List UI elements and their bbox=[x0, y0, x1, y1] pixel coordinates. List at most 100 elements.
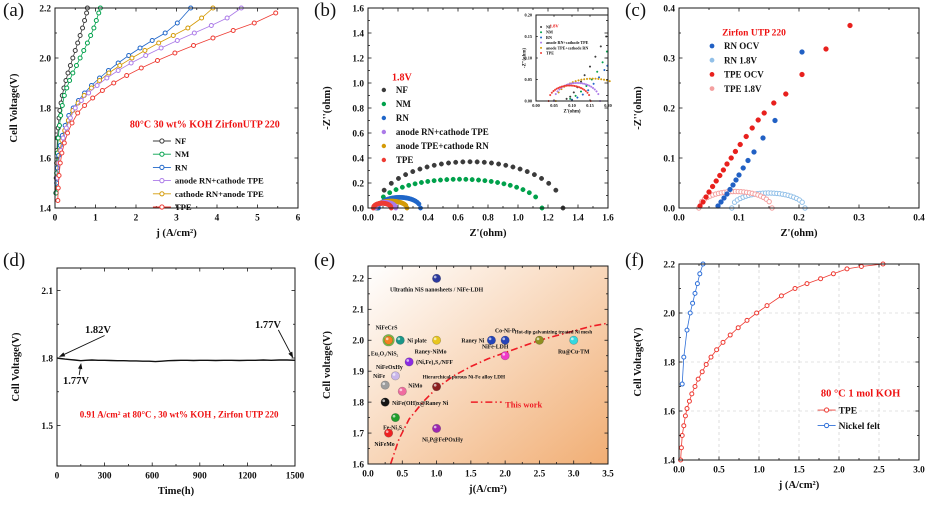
svg-text:Cell Voltage(V): Cell Voltage(V) bbox=[9, 73, 20, 143]
svg-text:RN: RN bbox=[175, 162, 188, 172]
svg-text:0.05: 0.05 bbox=[524, 77, 532, 82]
panel-c-label: (c) bbox=[625, 0, 647, 21]
svg-text:0.3: 0.3 bbox=[663, 54, 675, 64]
svg-text:1.9: 1.9 bbox=[352, 367, 364, 377]
svg-text:TPE: TPE bbox=[396, 155, 414, 165]
svg-text:1.2: 1.2 bbox=[352, 54, 364, 64]
svg-text:0.10: 0.10 bbox=[568, 103, 576, 108]
svg-text:2: 2 bbox=[134, 214, 139, 224]
svg-text:Cell voltage(V): Cell voltage(V) bbox=[322, 331, 333, 399]
svg-text:TPE: TPE bbox=[546, 50, 554, 55]
svg-text:0.2: 0.2 bbox=[352, 179, 364, 189]
svg-text:0.0: 0.0 bbox=[362, 470, 374, 480]
svg-text:2.1: 2.1 bbox=[41, 287, 53, 297]
panel-e: (e) Ultrathin NiS nanosheets / NiFe-LDH E… bbox=[311, 250, 622, 526]
svg-text:2.5: 2.5 bbox=[534, 470, 546, 480]
svg-text:Eu₂O₃/NiS₂: Eu₂O₃/NiS₂ bbox=[371, 351, 399, 357]
svg-text:1.6: 1.6 bbox=[352, 4, 364, 14]
svg-text:NM: NM bbox=[546, 30, 553, 35]
svg-text:1.6: 1.6 bbox=[602, 214, 614, 224]
svg-text:1.77V: 1.77V bbox=[255, 320, 281, 331]
svg-text:2.5: 2.5 bbox=[873, 466, 885, 476]
svg-text:0.4: 0.4 bbox=[352, 154, 364, 164]
svg-text:Fe-Ni₃S₂: Fe-Ni₃S₂ bbox=[383, 426, 404, 432]
panel-b: (b) 0.0 0.2 0.4 0.6 0.8 1.0 1.2 1.4 1.6 0.0 0.2 0.4… bbox=[311, 0, 622, 250]
svg-text:NiMo: NiMo bbox=[408, 383, 422, 389]
svg-text:Ni plate: Ni plate bbox=[407, 338, 427, 344]
svg-text:Nickel felt: Nickel felt bbox=[839, 422, 881, 432]
svg-text:1.4: 1.4 bbox=[572, 214, 584, 224]
svg-text:NiFe(OH)x@Raney Ni: NiFe(OH)x@Raney Ni bbox=[392, 400, 448, 407]
svg-text:1.0: 1.0 bbox=[352, 79, 364, 89]
svg-text:1.8V: 1.8V bbox=[550, 23, 560, 28]
panel-f-chart: 0.0 0.5 1.0 1.5 2.0 2.5 3.0 1.4 1.6 1.8 2.0 2.2 j (A… bbox=[633, 260, 925, 491]
svg-text:TPE: TPE bbox=[175, 202, 192, 212]
svg-text:Zirfon UTP 220: Zirfon UTP 220 bbox=[722, 28, 786, 38]
svg-text:3.5: 3.5 bbox=[602, 470, 614, 480]
svg-text:0.3: 0.3 bbox=[853, 214, 865, 224]
panel-a-chart: 0 1 2 3 4 5 6 1.4 1.6 1.8 2.0 2.2 j (A/cm²) Cell Volt… bbox=[9, 4, 301, 239]
svg-text:0.2: 0.2 bbox=[392, 214, 404, 224]
svg-text:cathode RN+anode TPE: cathode RN+anode TPE bbox=[175, 189, 264, 199]
svg-text:Z'(ohm): Z'(ohm) bbox=[563, 110, 580, 115]
svg-text:1.7: 1.7 bbox=[352, 429, 364, 439]
panel-b-label: (b) bbox=[314, 0, 337, 21]
svg-text:TPE: TPE bbox=[839, 406, 857, 416]
svg-text:Cell Voltage(V): Cell Voltage(V) bbox=[11, 332, 22, 402]
svg-text:anode RN+cathode TPE: anode RN+cathode TPE bbox=[175, 176, 264, 186]
svg-text:1.6: 1.6 bbox=[352, 460, 364, 470]
svg-text:0.0: 0.0 bbox=[362, 214, 374, 224]
svg-text:2.0: 2.0 bbox=[499, 470, 511, 480]
svg-text:0.1: 0.1 bbox=[733, 214, 745, 224]
panel-d: (d) 0 300 600 900 1200 1500 1.5 1.8 2.1 Time(h) Ce… bbox=[0, 250, 311, 526]
svg-text:anode RN+cathode TPE: anode RN+cathode TPE bbox=[546, 40, 589, 45]
svg-text:2.0: 2.0 bbox=[39, 54, 51, 64]
svg-text:1: 1 bbox=[93, 214, 98, 224]
svg-text:Hot-dip galvanizing treated Ni: Hot-dip galvanizing treated Ni mesh bbox=[515, 330, 593, 335]
svg-text:1.0: 1.0 bbox=[431, 470, 443, 480]
svg-text:anode TPE+cathode RN: anode TPE+cathode RN bbox=[546, 45, 588, 50]
svg-text:NiFeMo: NiFeMo bbox=[374, 442, 394, 448]
panel-c-chart: 0.0 0.1 0.2 0.3 0.4 0.0 0.1 0.2 0.3 0.4 Z'(ohm) -Z'… bbox=[633, 4, 925, 239]
svg-text:RN OCV: RN OCV bbox=[724, 41, 760, 51]
svg-text:1.6: 1.6 bbox=[663, 407, 675, 417]
svg-text:2.0: 2.0 bbox=[352, 337, 364, 347]
svg-text:1.82V: 1.82V bbox=[85, 325, 111, 336]
svg-text:j(A/cm²): j(A/cm²) bbox=[468, 484, 507, 495]
panel-f-label: (f) bbox=[625, 250, 644, 271]
svg-text:NiFe: NiFe bbox=[373, 374, 385, 380]
svg-text:0.20: 0.20 bbox=[604, 103, 612, 108]
svg-text:-Z''(ohm): -Z''(ohm) bbox=[633, 86, 644, 130]
svg-text:1.8: 1.8 bbox=[352, 398, 364, 408]
svg-text:NM: NM bbox=[175, 149, 189, 159]
panel-a: (a) 0 1 2 3 4 5 6 1.4 1.6 1.8 2.0 2.2 j (A/cm²) Cell … bbox=[0, 0, 311, 250]
svg-text:NF: NF bbox=[546, 24, 552, 29]
svg-text:1.5: 1.5 bbox=[41, 422, 53, 432]
svg-text:1.4: 1.4 bbox=[352, 29, 364, 39]
svg-text:(Ni,Fe)₃S₂/NFF: (Ni,Fe)₃S₂/NFF bbox=[416, 359, 453, 366]
svg-text:-Z''(ohm): -Z''(ohm) bbox=[322, 86, 333, 130]
panel-f: (f) 0.0 0.5 1.0 1.5 2.0 2.5 3.0 1.4 1.6 1.8 2.0 2.2… bbox=[622, 250, 933, 526]
svg-text:0.10: 0.10 bbox=[524, 56, 532, 61]
svg-text:4: 4 bbox=[215, 214, 220, 224]
svg-text:2.2: 2.2 bbox=[39, 4, 51, 14]
svg-text:-Z''(ohm): -Z''(ohm) bbox=[523, 48, 528, 68]
svg-text:0.1: 0.1 bbox=[663, 154, 675, 164]
svg-text:0.4: 0.4 bbox=[913, 214, 925, 224]
svg-text:NF: NF bbox=[396, 85, 408, 95]
panel-b-chart: 0.0 0.2 0.4 0.6 0.8 1.0 1.2 1.4 1.6 0.0 0.2 0.4 0.6 0… bbox=[322, 4, 614, 239]
svg-text:0.91 A/cm² at 80°C , 30 wt% KO: 0.91 A/cm² at 80°C , 30 wt% KOH , Zirfon… bbox=[80, 409, 279, 419]
panel-d-label: (d) bbox=[3, 250, 26, 271]
svg-text:Ultrathin NiS nanosheets / NiF: Ultrathin NiS nanosheets / NiFe-LDH bbox=[390, 287, 484, 293]
svg-text:anode TPE+cathode RN: anode TPE+cathode RN bbox=[396, 141, 489, 151]
svg-text:2.2: 2.2 bbox=[352, 275, 364, 285]
svg-text:6: 6 bbox=[296, 214, 301, 224]
svg-text:2.2: 2.2 bbox=[663, 260, 675, 270]
svg-text:Cell Voltage(V): Cell Voltage(V) bbox=[633, 327, 644, 397]
svg-text:0.6: 0.6 bbox=[452, 214, 464, 224]
svg-text:Co-Ni-P: Co-Ni-P bbox=[495, 328, 516, 334]
svg-text:0.5: 0.5 bbox=[396, 470, 408, 480]
svg-text:0.05: 0.05 bbox=[550, 103, 558, 108]
svg-text:1200: 1200 bbox=[238, 472, 257, 482]
svg-text:Raney-NiMo: Raney-NiMo bbox=[415, 349, 447, 355]
